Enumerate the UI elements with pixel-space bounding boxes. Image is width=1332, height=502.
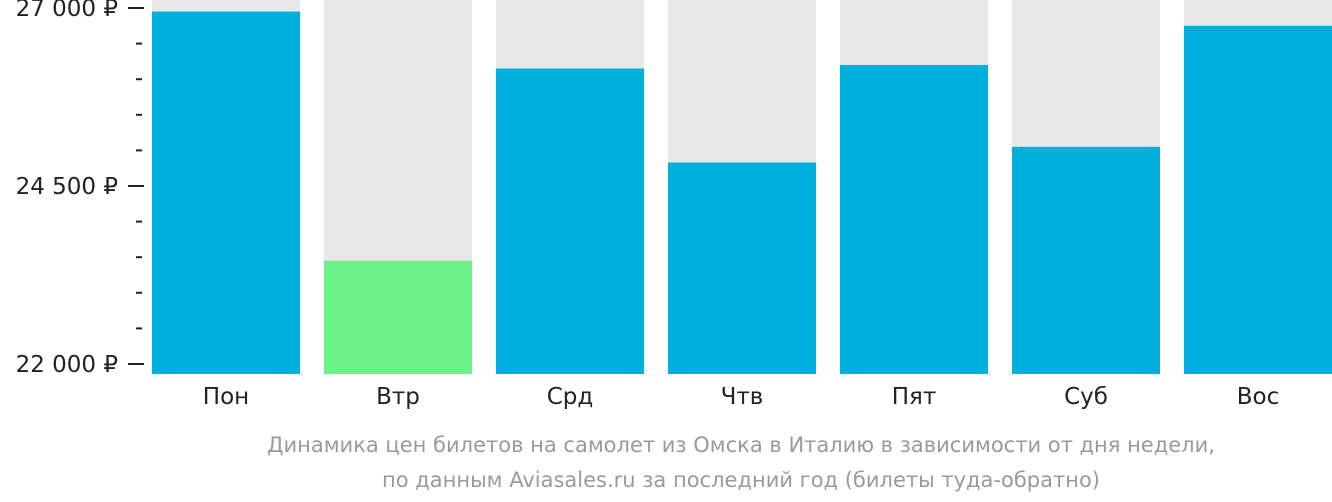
x-category-label: Чтв (721, 384, 764, 410)
x-category-label: Суб (1064, 384, 1108, 410)
bars-group (152, 0, 1332, 375)
price-by-weekday-chart: 22 000 ₽ 24 500 ₽ 27 000 ₽ Пон Втр Срд Чтв Пят… (16, 0, 1332, 410)
y-tick-label: 22 000 ₽ (16, 352, 118, 378)
chart-caption-line-1: Динамика цен билетов на самолет из Омска… (267, 433, 1215, 457)
chart-caption-line-2: по данным Aviasales.ru за последний год … (382, 468, 1100, 492)
bar-4[interactable] (668, 162, 816, 374)
bar-1[interactable] (152, 11, 300, 375)
x-category-label: Пят (892, 384, 937, 410)
y-tick-label: 27 000 ₽ (16, 0, 118, 22)
x-category-label: Пон (203, 384, 249, 410)
bar-5[interactable] (840, 64, 988, 375)
x-axis-labels: Пон Втр Срд Чтв Пят Суб Вос (203, 384, 1279, 410)
y-tick-label: 24 500 ₽ (16, 174, 118, 200)
bar-6[interactable] (1012, 146, 1160, 374)
x-category-label: Втр (376, 384, 420, 410)
x-category-label: Вос (1237, 384, 1280, 410)
x-category-label: Срд (547, 384, 594, 410)
bar-2[interactable] (324, 260, 472, 374)
y-axis: 22 000 ₽ 24 500 ₽ 27 000 ₽ (16, 0, 144, 378)
bar-3[interactable] (496, 68, 644, 375)
bar-7[interactable] (1184, 25, 1332, 375)
